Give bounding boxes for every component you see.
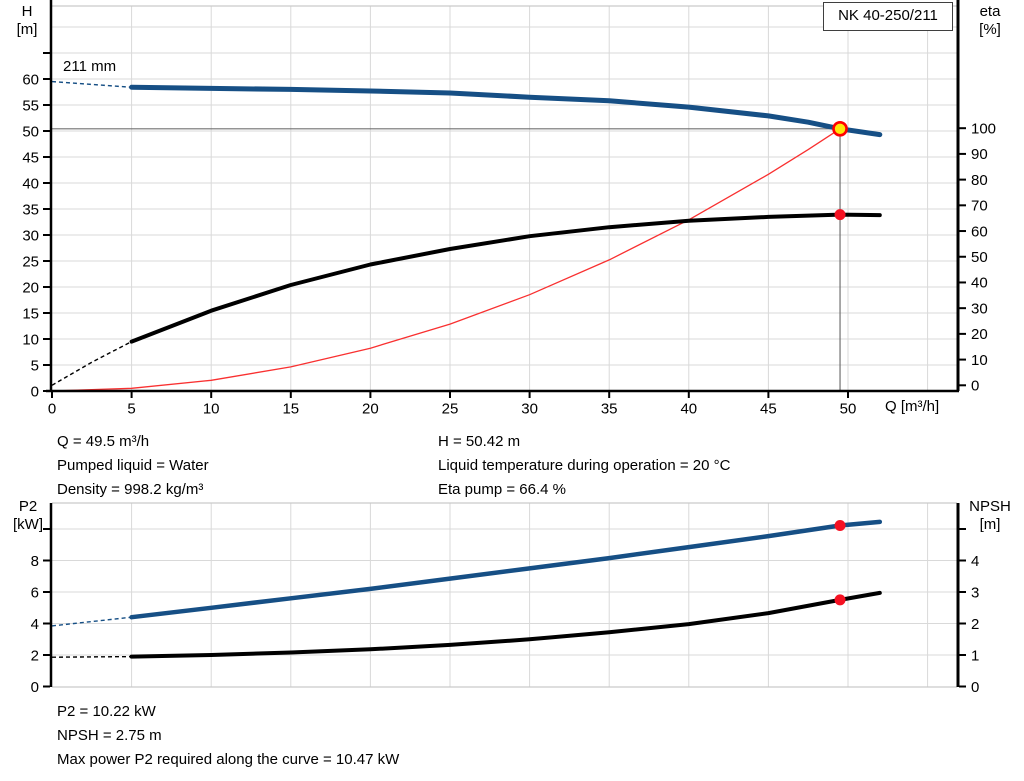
svg-text:6: 6 bbox=[31, 584, 39, 601]
svg-text:0: 0 bbox=[31, 383, 39, 400]
svg-text:0: 0 bbox=[971, 679, 979, 696]
svg-text:20: 20 bbox=[362, 400, 379, 417]
svg-text:60: 60 bbox=[971, 223, 988, 240]
npsh-curve bbox=[129, 590, 882, 659]
svg-text:10: 10 bbox=[971, 352, 988, 369]
qh-chart: 0510152025303540455055600102030405060708… bbox=[22, 0, 996, 417]
svg-text:20: 20 bbox=[971, 326, 988, 343]
tick-labels: 0510152025303540455055600102030405060708… bbox=[22, 52, 996, 417]
npsh-curve-dashed bbox=[51, 655, 132, 658]
svg-text:50: 50 bbox=[22, 123, 39, 140]
svg-text:5: 5 bbox=[31, 357, 39, 374]
svg-text:10: 10 bbox=[22, 331, 39, 348]
qh-curve bbox=[129, 84, 883, 138]
svg-text:2: 2 bbox=[971, 616, 979, 633]
p2-point bbox=[834, 520, 846, 532]
p2-axis-label: P2 [kW] bbox=[13, 498, 43, 533]
eta-curve bbox=[129, 212, 882, 344]
eta-curve-dashed bbox=[51, 340, 132, 386]
npsh-axis-label: NPSH [m] bbox=[969, 498, 1011, 533]
pump-name-box: NK 40-250/211 bbox=[823, 2, 953, 31]
gridlines bbox=[52, 503, 957, 687]
svg-text:2: 2 bbox=[31, 647, 39, 664]
svg-text:4: 4 bbox=[31, 616, 39, 633]
svg-text:40: 40 bbox=[22, 175, 39, 192]
p2-curve bbox=[129, 519, 883, 620]
p2-curve-dashed bbox=[51, 616, 132, 627]
svg-text:40: 40 bbox=[680, 400, 697, 417]
npsh-point bbox=[834, 594, 846, 606]
svg-text:70: 70 bbox=[971, 198, 988, 215]
svg-text:0: 0 bbox=[971, 378, 979, 395]
info-line-h: H = 50.42 m bbox=[438, 433, 521, 450]
svg-text:3: 3 bbox=[971, 584, 979, 601]
info-line-liquid: Pumped liquid = Water bbox=[57, 457, 209, 474]
q-axis-label: Q [m³/h] bbox=[885, 398, 940, 415]
svg-text:60: 60 bbox=[22, 71, 39, 88]
svg-text:55: 55 bbox=[22, 97, 39, 114]
svg-text:25: 25 bbox=[22, 253, 39, 270]
info-line-maxpower: Max power P2 required along the curve = … bbox=[57, 751, 400, 768]
svg-text:100: 100 bbox=[971, 120, 996, 137]
svg-text:45: 45 bbox=[760, 400, 777, 417]
info-line-npsh: NPSH = 2.75 m bbox=[57, 727, 162, 744]
p2npsh-chart: 0 2 4 6 8 0 1 2 3 4 bbox=[31, 502, 979, 696]
svg-text:0: 0 bbox=[31, 679, 39, 696]
duty-info-left: Q = 49.5 m³/h Pumped liquid = Water Dens… bbox=[57, 430, 209, 502]
svg-text:80: 80 bbox=[971, 172, 988, 189]
gridlines bbox=[52, 6, 957, 391]
svg-text:4: 4 bbox=[971, 553, 979, 570]
svg-text:35: 35 bbox=[22, 201, 39, 218]
eta-point bbox=[834, 209, 846, 221]
svg-text:10: 10 bbox=[203, 400, 220, 417]
eta-axis-label: eta [%] bbox=[979, 3, 1001, 38]
info-line-density: Density = 998.2 kg/m³ bbox=[57, 481, 204, 498]
qh-curve-dashed bbox=[51, 80, 132, 88]
impeller-diameter-label: 211 mm bbox=[63, 58, 117, 75]
svg-text:30: 30 bbox=[521, 400, 538, 417]
duty-point bbox=[832, 121, 848, 137]
svg-text:30: 30 bbox=[22, 227, 39, 244]
duty-info-right: H = 50.42 m Liquid temperature during op… bbox=[438, 430, 730, 502]
svg-text:40: 40 bbox=[971, 275, 988, 292]
svg-text:15: 15 bbox=[282, 400, 299, 417]
svg-text:35: 35 bbox=[601, 400, 618, 417]
svg-text:25: 25 bbox=[442, 400, 459, 417]
h-axis-label: H [m] bbox=[16, 3, 38, 38]
info-line-temperature: Liquid temperature during operation = 20… bbox=[438, 457, 731, 474]
info-line-q: Q = 49.5 m³/h bbox=[57, 433, 150, 450]
svg-text:30: 30 bbox=[971, 300, 988, 317]
svg-text:50: 50 bbox=[840, 400, 857, 417]
svg-text:5: 5 bbox=[127, 400, 135, 417]
svg-text:8: 8 bbox=[31, 553, 39, 570]
tick-labels: 0 2 4 6 8 0 1 2 3 4 bbox=[31, 528, 979, 696]
svg-text:15: 15 bbox=[22, 305, 39, 322]
info-line-p2: P2 = 10.22 kW bbox=[57, 703, 156, 720]
svg-text:50: 50 bbox=[971, 249, 988, 266]
svg-text:90: 90 bbox=[971, 146, 988, 163]
info-line-eta: Eta pump = 66.4 % bbox=[438, 481, 566, 498]
svg-text:20: 20 bbox=[22, 279, 39, 296]
system-curve bbox=[51, 128, 841, 392]
svg-text:1: 1 bbox=[971, 647, 979, 664]
svg-text:0: 0 bbox=[48, 400, 56, 417]
svg-text:45: 45 bbox=[22, 149, 39, 166]
power-info: P2 = 10.22 kW NPSH = 2.75 m Max power P2… bbox=[57, 700, 399, 772]
